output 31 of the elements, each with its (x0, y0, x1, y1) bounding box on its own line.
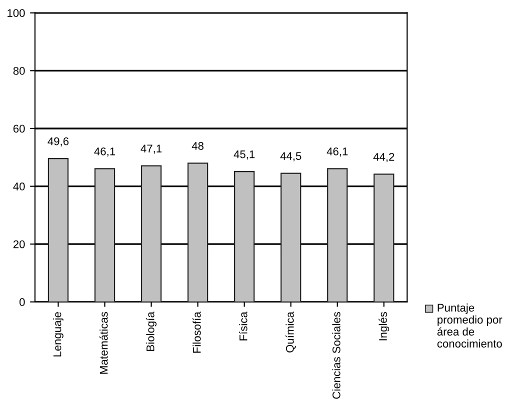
bar (280, 172, 302, 302)
data-label: 46,1 (94, 147, 116, 157)
data-label: 44,2 (373, 152, 394, 162)
y-tick-label: 20 (13, 240, 25, 248)
x-tick-label: Lenguaje (53, 312, 64, 356)
x-tick-label: Matemáticas (99, 312, 108, 374)
y-tick-label: 60 (13, 124, 25, 133)
y-tick-label: 100 (8, 9, 25, 17)
x-tick-label: Química (286, 312, 296, 352)
data-label: 48 (192, 142, 204, 150)
data-label: 44,5 (280, 152, 302, 162)
data-label: 47,1 (140, 144, 162, 154)
bar (327, 168, 348, 302)
bar (140, 165, 162, 302)
y-tick-label: 80 (13, 66, 25, 75)
bar (234, 170, 255, 302)
data-label: 45,1 (234, 150, 255, 160)
bar (94, 168, 116, 302)
y-tick-label: 40 (13, 182, 25, 190)
x-tick-label: Inglés (378, 312, 390, 340)
x-tick-label: Filosofía (192, 312, 201, 353)
bar (187, 162, 208, 302)
x-tick-label: Biología (146, 312, 157, 351)
data-label: 49,6 (48, 137, 69, 147)
y-tick-label: 0 (20, 298, 25, 306)
bar (48, 158, 69, 302)
x-tick-label: Ciencias Sociales (332, 312, 340, 399)
data-label: 46,1 (326, 147, 348, 157)
legend-label: Puntaje promedio por área de conocimiento (437, 304, 502, 348)
x-tick-label: Física (239, 312, 248, 340)
bar (374, 174, 394, 302)
